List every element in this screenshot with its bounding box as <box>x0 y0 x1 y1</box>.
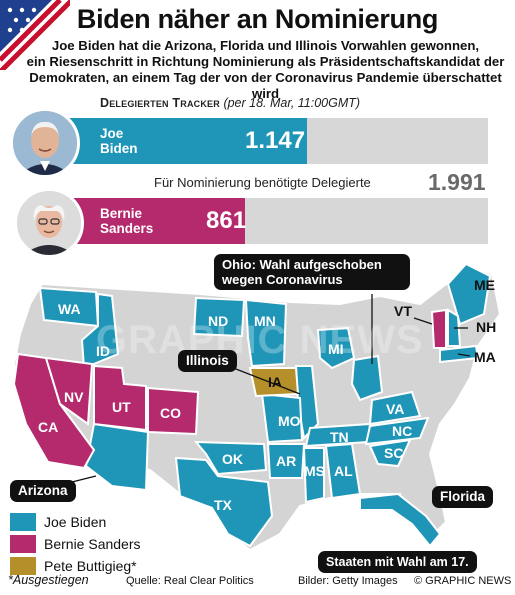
florida-callout-text: Florida <box>440 489 486 504</box>
biden-avatar <box>10 108 80 178</box>
ohio-callout-text: Ohio: Wahl aufgeschoben wegen Coronaviru… <box>222 257 382 287</box>
ohio-callout: Ohio: Wahl aufgeschoben wegen Coronaviru… <box>214 254 410 290</box>
us-primary-map: WA ND MN NV UT CO CA IA MI MO OK AR TN V… <box>12 262 502 552</box>
us-flag-corner-icon <box>0 0 70 70</box>
arizona-callout: Arizona <box>10 480 76 502</box>
state-mi <box>316 326 356 370</box>
photo-credit: Bilder: Getty Images <box>298 575 398 587</box>
sanders-last-name: Sanders <box>100 221 154 236</box>
sanders-bar <box>60 198 245 244</box>
state-al <box>324 442 362 500</box>
state-label-me: ME <box>474 277 495 293</box>
state-label-wa: WA <box>58 301 81 317</box>
biden-states <box>38 262 492 548</box>
state-label-nv: NV <box>64 389 84 405</box>
state-label-tx: TX <box>214 497 233 513</box>
state-label-va: VA <box>386 401 404 417</box>
subtitle-line: ein Riesenschritt in Richtung Nominierun… <box>26 54 505 69</box>
sanders-first-name: Bernie <box>100 206 143 221</box>
state-nd <box>192 296 246 338</box>
graphic-news-credit: © GRAPHIC NEWS <box>414 575 512 587</box>
state-ut <box>93 364 147 432</box>
state-va <box>368 390 422 426</box>
state-label-nc: NC <box>392 423 412 439</box>
biden-last-name: Biden <box>100 141 138 156</box>
state-ms <box>302 447 325 504</box>
state-label-nd: ND <box>208 313 228 329</box>
legend-label-biden: Joe Biden <box>44 514 107 530</box>
biden-bar-name: Joe Biden <box>100 126 138 156</box>
state-oh <box>350 354 384 402</box>
state-label-vt: VT <box>394 303 412 319</box>
florida-callout: Florida <box>432 486 494 508</box>
state-co <box>147 386 200 436</box>
tracker-heading-note: (per 18. Mar, 11:00GMT) <box>223 96 361 110</box>
sanders-bar-value: 861 <box>206 207 247 234</box>
sanders-states <box>12 308 447 470</box>
source-credit: Quelle: Real Clear Politics <box>126 575 254 587</box>
state-label-nh: NH <box>476 319 496 335</box>
state-label-ar: AR <box>276 453 296 469</box>
state-label-co: CO <box>160 405 181 421</box>
state-label-tn: TN <box>330 429 349 445</box>
illinois-callout-text: Illinois <box>186 353 229 368</box>
state-label-ma: MA <box>474 349 496 365</box>
biden-portrait-icon <box>13 111 77 175</box>
state-label-ok: OK <box>222 451 243 467</box>
march17-callout: Staaten mit Wahl am 17. <box>318 551 477 573</box>
state-nc <box>364 416 430 446</box>
subtitle-line: Demokraten, an einem Tag der von der Cor… <box>29 70 502 101</box>
legend-swatch-biden <box>10 513 36 531</box>
legend-label-sanders: Bernie Sanders <box>44 536 141 552</box>
state-ok <box>193 440 268 476</box>
legend-label-buttigieg: Pete Buttigieg* <box>44 558 137 574</box>
sanders-portrait-icon <box>17 191 81 255</box>
march17-callout-text: Staaten mit Wahl am 17. <box>326 555 469 569</box>
tracker-heading-title: Delegierten Tracker <box>100 96 220 110</box>
state-label-ut: UT <box>112 399 131 415</box>
subtitle: Joe Biden hat die Arizona, Florida und I… <box>22 38 509 102</box>
biden-bar <box>60 118 307 164</box>
state-tx <box>174 456 274 548</box>
state-nv <box>44 356 94 426</box>
illinois-callout: Illinois <box>178 350 237 372</box>
state-labels: WA ND MN NV UT CO CA IA MI MO OK AR TN V… <box>38 277 496 513</box>
state-label-mo: MO <box>278 413 301 429</box>
footnote: *Ausgestiegen <box>8 573 89 587</box>
state-mn <box>244 298 288 368</box>
state-fl <box>359 492 442 548</box>
needed-delegates-value: 1.991 <box>428 169 486 195</box>
sanders-bar-name: Bernie Sanders <box>100 206 153 236</box>
state-label-id: ID <box>96 343 110 359</box>
state-label-mn: MN <box>254 313 276 329</box>
biden-bar-value: 1.147 <box>245 127 306 154</box>
biden-first-name: Joe <box>100 126 124 141</box>
state-az <box>84 422 150 492</box>
state-label-al: AL <box>334 463 353 479</box>
page-title: Biden näher an Nominierung <box>76 4 439 34</box>
state-vt <box>430 308 447 349</box>
state-label-sc: SC <box>384 445 403 461</box>
state-label-mi: MI <box>328 341 344 357</box>
state-sc <box>368 438 412 468</box>
state-label-ca: CA <box>38 419 58 435</box>
state-label-ms: MS <box>304 463 325 479</box>
state-ar <box>266 443 306 479</box>
legend-swatch-buttigieg <box>10 557 36 575</box>
legend-swatch-sanders <box>10 535 36 553</box>
tracker-heading: Delegierten Tracker (per 18. Mar, 11:00G… <box>100 96 360 110</box>
subtitle-line: Joe Biden hat die Arizona, Florida und I… <box>51 38 480 53</box>
arizona-callout-text: Arizona <box>18 483 68 498</box>
needed-delegates-label: Für Nominierung benötigte Delegierte <box>154 175 371 190</box>
state-mo <box>260 392 304 444</box>
sanders-avatar <box>14 188 84 258</box>
